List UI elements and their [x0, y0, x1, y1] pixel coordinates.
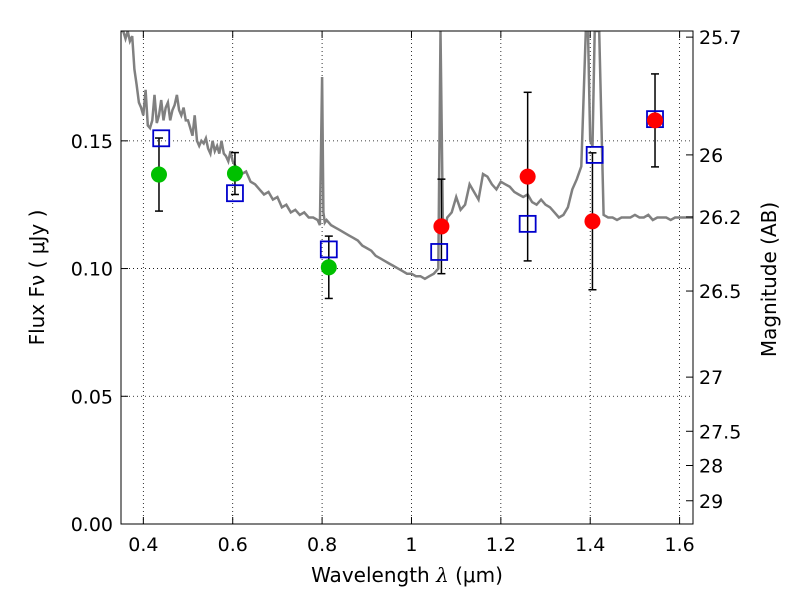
x-axis-label-text: Wavelength: [311, 563, 436, 587]
plot-frame: [120, 30, 694, 525]
x-axis-label-lambda: λ: [435, 563, 449, 587]
y-tick-label: 0.05: [71, 386, 113, 408]
right-axis-tick-label: 26: [699, 145, 723, 167]
x-tick-label: 0.6: [218, 534, 248, 556]
y-tick-label: 0.00: [71, 514, 113, 536]
data-point: [584, 213, 601, 230]
right-axis-tick-label: 27: [699, 367, 723, 389]
data-point-square: [319, 240, 338, 259]
data-point: [433, 218, 450, 235]
data-point: [150, 166, 167, 183]
right-axis-tick-label: 25.7: [699, 27, 741, 49]
data-point-square: [152, 129, 171, 148]
right-axis-tick-label: 26.2: [699, 207, 741, 229]
model-sed-curve: [121, 31, 693, 281]
x-axis-label-unit: (μm): [449, 563, 503, 587]
y-tick-label: 0.10: [71, 259, 113, 281]
right-axis-tick-label: 28: [699, 456, 723, 478]
x-tick-label: 1.2: [486, 534, 516, 556]
right-axis-tick-label: 29: [699, 491, 723, 513]
x-tick-label: 1: [405, 534, 417, 556]
grid-lines: [121, 31, 693, 525]
x-tick-label: 1.6: [664, 534, 694, 556]
data-point: [519, 168, 536, 185]
data-point-square: [430, 243, 449, 261]
right-axis-label: Magnitude (AB): [757, 202, 781, 357]
x-tick-label: 0.8: [307, 534, 337, 556]
data-point-square: [518, 214, 537, 233]
data-point: [647, 112, 664, 129]
model-curve-layer: [121, 31, 693, 281]
y-tick-label: 0.15: [71, 131, 113, 153]
x-tick-label: 1.4: [575, 534, 605, 556]
x-axis-label: Wavelength λ (μm): [311, 563, 503, 587]
data-points-layer: [150, 73, 664, 300]
right-axis-tick-label: 26.5: [699, 281, 741, 303]
data-point: [226, 165, 243, 182]
axis-ticks: 0.4 0.6 0.8 1 1.2 1.4 1.6 0.00 0.05 0.10 0.15 25.7 2…: [71, 27, 742, 556]
x-tick-label: 0.4: [128, 534, 158, 556]
y-axis-label: Flux Fν ( μJy ): [25, 210, 49, 346]
data-point-square: [585, 145, 604, 164]
data-point-square: [226, 184, 244, 203]
right-axis-tick-label: 27.5: [699, 421, 741, 443]
data-point: [320, 259, 337, 276]
